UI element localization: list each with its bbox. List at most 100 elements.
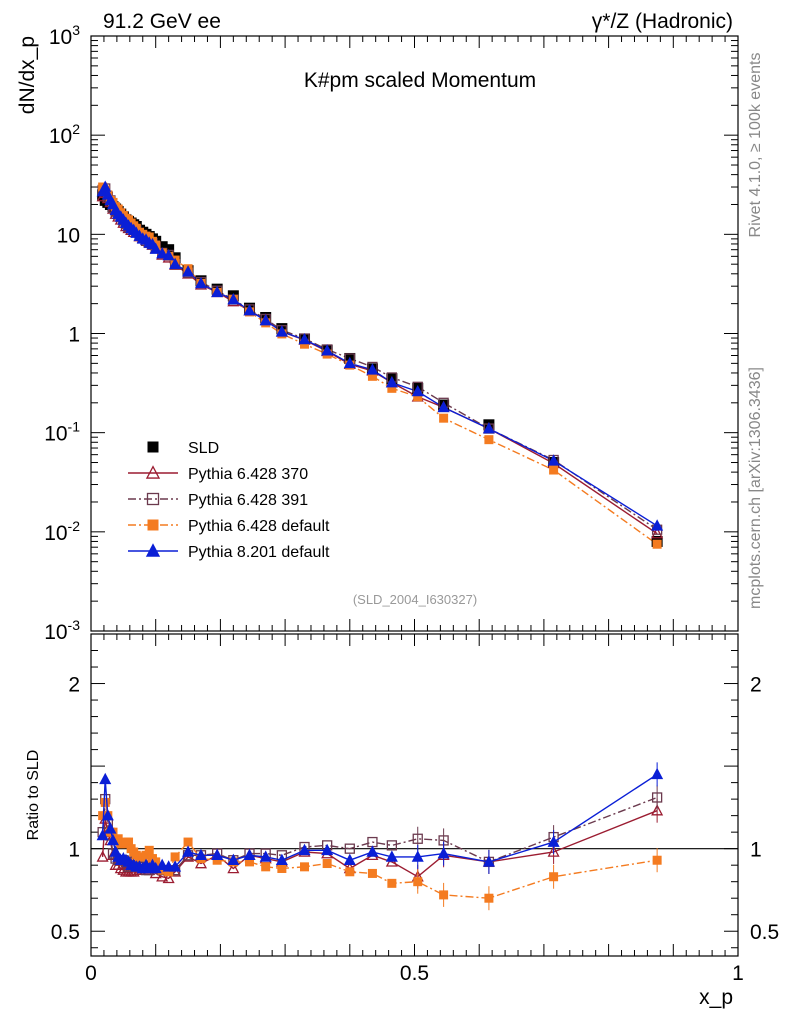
ratio-y-tick-label: 0.5 <box>51 921 80 944</box>
data-point <box>482 422 495 434</box>
ratio-point <box>182 845 195 857</box>
ratio-plot-frame <box>90 633 739 957</box>
ratio-point <box>652 855 662 865</box>
ratio-point <box>169 860 182 872</box>
ratio-point <box>212 855 222 865</box>
data-point <box>156 241 168 253</box>
ratio-point <box>549 872 559 882</box>
ratio-point <box>124 837 134 847</box>
ratio-point <box>482 855 495 867</box>
data-point <box>366 363 379 375</box>
ratio-point <box>211 848 224 861</box>
ratio-point <box>100 797 110 807</box>
data-point <box>651 527 664 539</box>
ratio-point <box>387 878 397 888</box>
legend-marker <box>147 519 159 531</box>
ratio-point <box>141 850 151 860</box>
ratio-point <box>96 850 109 862</box>
ratio-point <box>114 861 127 874</box>
ratio-point <box>194 848 208 861</box>
ratio-point <box>259 850 272 862</box>
ratio-point <box>227 853 240 866</box>
ratio-series-layer <box>96 762 664 911</box>
ratio-point <box>412 833 423 844</box>
data-point <box>484 435 494 445</box>
legend-label: Pythia 6.428 391 <box>188 492 308 509</box>
ratio-point <box>98 811 108 821</box>
analysis-tag: (SLD_2004_I630327) <box>353 592 477 607</box>
legend-label: Pythia 6.428 370 <box>188 466 308 483</box>
ratio-point <box>366 845 379 857</box>
ratio-point <box>386 840 398 851</box>
main-series-layer <box>96 180 664 549</box>
data-point <box>321 344 334 356</box>
mcplots-label: mcplots.cern.ch [arXiv:1306.3436] <box>747 367 764 609</box>
ratio-point <box>298 843 311 856</box>
ratio-point <box>101 809 114 821</box>
data-point <box>259 314 272 326</box>
y-axis-label: dN/dx_p <box>16 36 39 114</box>
ratio-point <box>157 865 167 875</box>
ratio-y-tick-label: 2 <box>68 674 80 697</box>
ratio-point <box>484 893 494 903</box>
ratio-point <box>96 828 109 841</box>
y-tick-label: 10 <box>57 224 80 247</box>
data-point <box>149 242 162 254</box>
ratio-point <box>261 862 271 872</box>
ratio-point <box>227 861 240 874</box>
ratio-point <box>651 792 663 803</box>
x-tick-label: 1 <box>732 962 744 985</box>
ratio-point <box>651 804 664 816</box>
ratio-point <box>547 835 560 847</box>
y-tick-label: 10-2 <box>44 518 80 545</box>
ratio-point <box>344 843 355 854</box>
legend: SLD Pythia 6.428 370 Pythia 6.428 391 Pythi… <box>128 440 330 561</box>
ratio-y-tick-label-right: 2 <box>750 674 762 697</box>
ratio-point <box>156 858 169 870</box>
data-point <box>437 400 450 413</box>
data-point <box>156 246 169 259</box>
data-point <box>439 413 449 423</box>
rivet-version-label: Rivet 4.1.0, ≥ 100k events <box>747 53 764 238</box>
ratio-point <box>322 859 332 869</box>
legend-label: Pythia 8.201 default <box>188 544 330 561</box>
ratio-point <box>367 868 377 878</box>
data-point <box>298 332 311 345</box>
series-line-4 <box>101 185 658 527</box>
ratio-point <box>413 877 423 887</box>
x-tick-label: 0.5 <box>400 962 429 985</box>
data-point <box>413 392 423 402</box>
ratio-point <box>345 867 355 877</box>
y-tick-label: 10-3 <box>44 617 80 644</box>
ratio-point <box>385 850 398 862</box>
ratio-point <box>245 857 255 867</box>
x-tick-label: 0 <box>85 962 97 985</box>
data-point <box>182 265 195 277</box>
ratio-y-axis-label: Ratio to SLD <box>25 750 42 841</box>
ratio-point <box>106 833 120 846</box>
main-plot-frame <box>90 35 739 632</box>
data-point <box>547 454 560 466</box>
ratio-point <box>113 834 123 844</box>
data-point <box>162 249 175 261</box>
data-point <box>169 257 182 269</box>
ratio-point <box>243 848 256 861</box>
ratio-point <box>321 843 334 856</box>
axis-ticks <box>90 35 739 956</box>
ratio-point <box>275 853 288 866</box>
ratio-point <box>343 853 356 866</box>
data-point <box>367 371 377 381</box>
data-point <box>227 292 240 305</box>
series-line-2 <box>102 187 658 531</box>
ratio-y-tick-label-right: 1 <box>750 839 762 862</box>
ratio-y-tick-label-right: 0.5 <box>750 921 779 944</box>
chart-title: K#pm scaled Momentum <box>304 69 536 92</box>
ratio-point <box>300 862 310 872</box>
series-line-3 <box>102 186 658 545</box>
ratio-point <box>170 852 180 862</box>
ratio-point <box>547 845 560 857</box>
data-point <box>411 384 424 397</box>
ratio-point <box>104 822 117 834</box>
y-tick-label: 103 <box>49 22 80 49</box>
legend-marker <box>147 441 159 453</box>
